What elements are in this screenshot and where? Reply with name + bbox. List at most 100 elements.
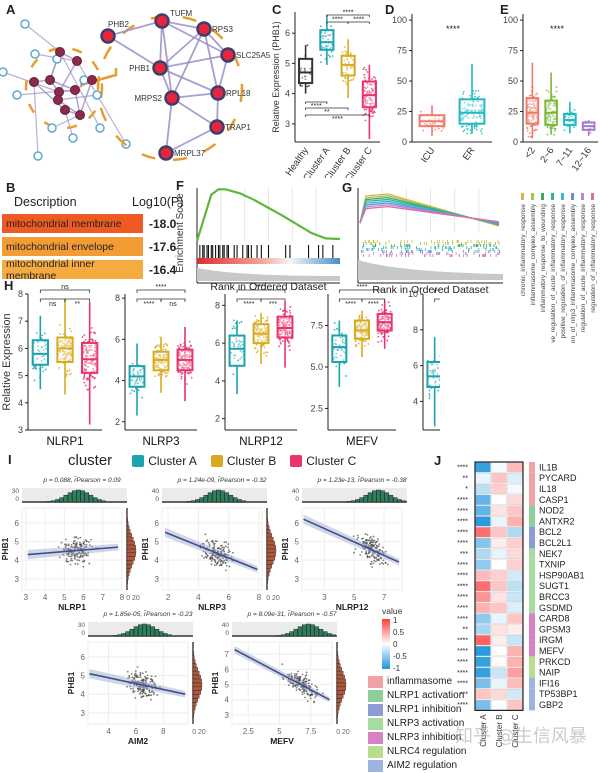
histogram-bar (337, 714, 338, 718)
heatmap-cell (508, 517, 523, 527)
x-tick-label: 5 (352, 593, 357, 602)
data-point (373, 560, 375, 562)
data-point (367, 534, 369, 536)
x-tick-label: 7 (101, 593, 106, 602)
data-point (266, 320, 268, 322)
data-point (153, 692, 155, 694)
data-point (94, 377, 96, 379)
data-point (336, 328, 338, 330)
category-bar (529, 624, 535, 635)
heatmap-cell (476, 527, 491, 537)
data-point (286, 339, 288, 341)
data-point (546, 134, 548, 136)
data-point (222, 561, 224, 563)
significance-label: ns (49, 301, 57, 308)
y-tick-label: 3 (18, 425, 23, 435)
heatmap-cell (508, 603, 523, 613)
significance-label: ** (75, 301, 81, 308)
data-point (462, 125, 464, 127)
data-point (380, 309, 382, 311)
correlation-stat: p = 1.85e-05, r̂Pearson = -0.23 (103, 610, 193, 618)
data-point (463, 91, 465, 93)
category-legend-item: NLRP1 activation (368, 689, 467, 703)
data-point (320, 54, 322, 56)
data-point (254, 347, 256, 349)
data-point (345, 53, 347, 55)
legend-swatch (531, 193, 534, 200)
heatmap-cell (508, 679, 523, 689)
y-tick-label: 100 (392, 15, 407, 25)
histogram-bar (294, 629, 298, 636)
data-point (420, 111, 422, 113)
histogram-bar (127, 561, 133, 565)
data-point (61, 542, 63, 544)
data-point (191, 377, 193, 379)
histogram-bar (221, 491, 225, 502)
y-tick-label: 7 (225, 650, 230, 659)
significance-label: **** (457, 637, 468, 644)
heatmap-cell (476, 495, 491, 505)
histogram-bar (216, 490, 220, 502)
legend-swatch (541, 193, 544, 200)
data-point (79, 537, 81, 539)
data-point (437, 390, 439, 392)
data-point (221, 545, 223, 547)
data-point (142, 672, 144, 674)
y-tick-label: 75 (397, 46, 407, 56)
histogram-bar (337, 667, 342, 671)
box (427, 362, 440, 387)
y-tick-label: 50 (397, 76, 407, 86)
data-point (262, 317, 264, 319)
histogram-bar (208, 493, 212, 502)
histogram-bar (127, 526, 129, 530)
heatmap-cell (476, 668, 491, 678)
description-header: Description (14, 195, 77, 209)
data-point (554, 130, 556, 132)
heatmap-cell (492, 527, 507, 537)
data-point (376, 545, 378, 547)
y-tick-label: 4 (15, 556, 20, 565)
histogram-bar (267, 526, 269, 530)
data-point (481, 128, 483, 130)
y-axis-title: PHB1 (140, 537, 150, 560)
color-scale-bar (382, 619, 390, 669)
heatmap-cell (492, 635, 507, 645)
box (33, 340, 48, 364)
histogram-bar (267, 545, 276, 549)
data-point (478, 90, 480, 92)
data-point (214, 543, 216, 545)
data-point (357, 537, 359, 539)
hist-tick-label: 40 (222, 622, 230, 629)
data-point (153, 693, 155, 695)
data-point (128, 675, 130, 677)
x-tick-label: 7 (382, 593, 387, 602)
heatmap-cell (492, 581, 507, 591)
data-point (82, 561, 84, 563)
heatmap-cell (508, 463, 523, 473)
significance-bracket (435, 299, 440, 302)
heatmap-cell (476, 581, 491, 591)
data-point (466, 125, 468, 127)
data-point (358, 343, 360, 345)
data-point (150, 694, 152, 696)
significance-label: **** (332, 17, 343, 24)
data-point (222, 547, 224, 549)
histogram-bar (193, 691, 201, 695)
histogram-bar (337, 687, 346, 691)
data-point (361, 551, 363, 553)
ppi-network: PHB2TUFMRPS3SLC25A5PHB1MRPS2RPL18TRAP1MR… (0, 0, 270, 178)
legend-label: positive_regulation_of_inflammatory_resp… (560, 204, 567, 339)
data-point (140, 672, 142, 674)
data-point (355, 344, 357, 346)
significance-label: **** (550, 24, 565, 34)
network-node-label: TRAP1 (225, 123, 251, 132)
data-point (165, 343, 167, 345)
histogram-bar (193, 652, 194, 656)
histogram-bar (267, 561, 273, 565)
heatmap-cell (508, 592, 523, 602)
network-node-core (76, 111, 85, 120)
data-point (571, 111, 573, 113)
legend-title: value (382, 606, 403, 616)
data-point (365, 340, 367, 342)
